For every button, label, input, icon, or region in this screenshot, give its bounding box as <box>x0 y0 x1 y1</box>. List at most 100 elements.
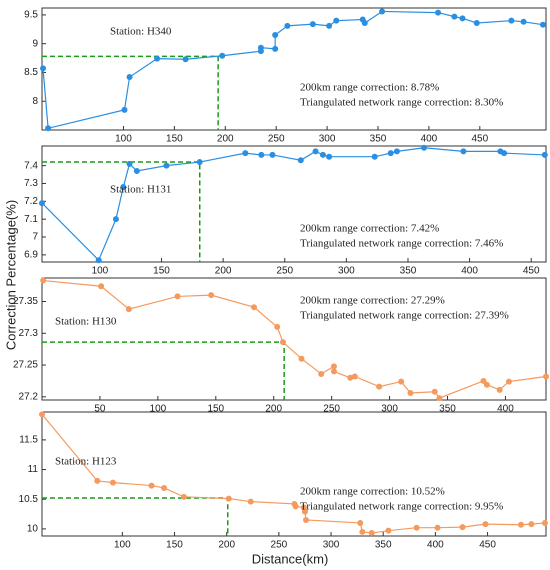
station-label: Station: H123 <box>55 456 117 468</box>
data-point <box>247 498 254 505</box>
reference-line <box>42 497 229 536</box>
x-tick-label: 200 <box>217 134 234 145</box>
annotation: 200km range correction: 10.52% <box>300 486 445 498</box>
x-tick-label: 350 <box>439 404 456 415</box>
annotation: 200km range correction: 7.42% <box>300 223 439 235</box>
data-point <box>330 368 337 375</box>
data-point <box>451 13 458 20</box>
data-point <box>298 355 305 362</box>
data-point <box>379 8 386 15</box>
reference-line <box>42 55 219 130</box>
data-point <box>421 144 428 151</box>
data-point <box>154 55 161 62</box>
series-line <box>41 413 546 534</box>
x-tick-label: 300 <box>338 266 355 277</box>
x-tick-label: 200 <box>265 404 282 415</box>
x-tick-label: 100 <box>115 134 132 145</box>
annotation: 200km range correction: 27.29% <box>300 295 445 307</box>
y-tick-label: 10 <box>27 524 39 535</box>
x-tick-label: 300 <box>323 540 340 551</box>
data-point <box>393 148 400 155</box>
data-point <box>431 388 438 395</box>
x-tick-label: 400 <box>427 540 444 551</box>
data-point <box>387 150 394 157</box>
y-tick-label: 27.2 <box>19 391 39 402</box>
station-label: Station: H130 <box>55 316 117 328</box>
data-point <box>272 45 279 52</box>
data-point <box>541 151 548 158</box>
x-tick-label: 300 <box>319 134 336 145</box>
data-point <box>482 521 489 528</box>
x-tick-label: 250 <box>268 134 285 145</box>
x-tick-label: 250 <box>323 404 340 415</box>
y-axis-title: Correction Percentage(%) <box>3 200 18 350</box>
data-point <box>219 52 226 59</box>
data-point <box>351 373 358 380</box>
data-point <box>309 21 316 28</box>
annotation: Triangulated network range correction: 9… <box>300 501 503 513</box>
x-tick-label: 400 <box>497 404 514 415</box>
data-point <box>95 257 102 264</box>
data-point <box>333 17 340 24</box>
data-point <box>413 524 420 531</box>
data-point <box>39 200 45 207</box>
data-point <box>174 293 181 300</box>
x-tick-label: 200 <box>215 266 232 277</box>
x-tick-label: 400 <box>461 266 478 277</box>
y-tick-label: 7.2 <box>24 196 38 207</box>
annotation: Triangulated network range correction: 7… <box>300 238 503 250</box>
y-tick-label: 7.1 <box>24 214 38 225</box>
x-tick-label: 400 <box>421 134 438 145</box>
x-tick-label: 450 <box>471 134 488 145</box>
y-tick-label: 10.5 <box>19 494 39 505</box>
data-point <box>483 381 490 388</box>
annotation: 200km range correction: 8.78% <box>300 82 439 94</box>
x-tick-label: 250 <box>271 540 288 551</box>
data-point <box>279 339 286 346</box>
data-point <box>94 477 101 484</box>
x-tick-label: 50 <box>94 404 106 415</box>
data-point <box>297 157 304 164</box>
data-point <box>251 304 258 311</box>
annotation: Triangulated network range correction: 8… <box>300 97 503 109</box>
data-point <box>269 151 276 158</box>
data-point <box>258 151 265 158</box>
x-tick-label: 100 <box>92 266 109 277</box>
x-tick-label: 350 <box>375 540 392 551</box>
x-tick-label: 200 <box>218 540 235 551</box>
data-point <box>125 306 132 313</box>
data-point <box>361 19 368 26</box>
data-point <box>120 184 127 191</box>
station-label: Station: H131 <box>110 184 171 196</box>
data-point <box>292 503 299 510</box>
x-tick-label: 350 <box>400 266 417 277</box>
data-point <box>435 9 442 16</box>
data-point <box>460 148 467 155</box>
x-tick-label: 450 <box>479 540 496 551</box>
y-tick-label: 7.3 <box>24 178 38 189</box>
data-point <box>330 363 337 370</box>
data-point <box>539 21 546 28</box>
data-point <box>368 530 375 537</box>
data-point <box>39 411 45 418</box>
data-point <box>501 150 508 157</box>
data-point <box>541 519 548 526</box>
data-point <box>312 148 319 155</box>
y-tick-label: 27.3 <box>19 328 39 339</box>
data-point <box>347 374 354 381</box>
reference-line <box>42 341 285 400</box>
x-axis-title: Distance(km) <box>252 551 329 566</box>
x-tick-label: 450 <box>523 266 540 277</box>
data-point <box>496 386 503 393</box>
x-tick-label: 100 <box>150 404 167 415</box>
data-point <box>196 159 203 166</box>
data-point <box>133 167 140 174</box>
data-point <box>182 56 189 63</box>
y-tick-label: 7.4 <box>24 160 38 171</box>
plot-frame <box>41 411 547 537</box>
data-point <box>180 493 187 500</box>
data-point <box>528 521 535 528</box>
x-tick-label: 100 <box>114 540 131 551</box>
data-point <box>272 32 279 39</box>
